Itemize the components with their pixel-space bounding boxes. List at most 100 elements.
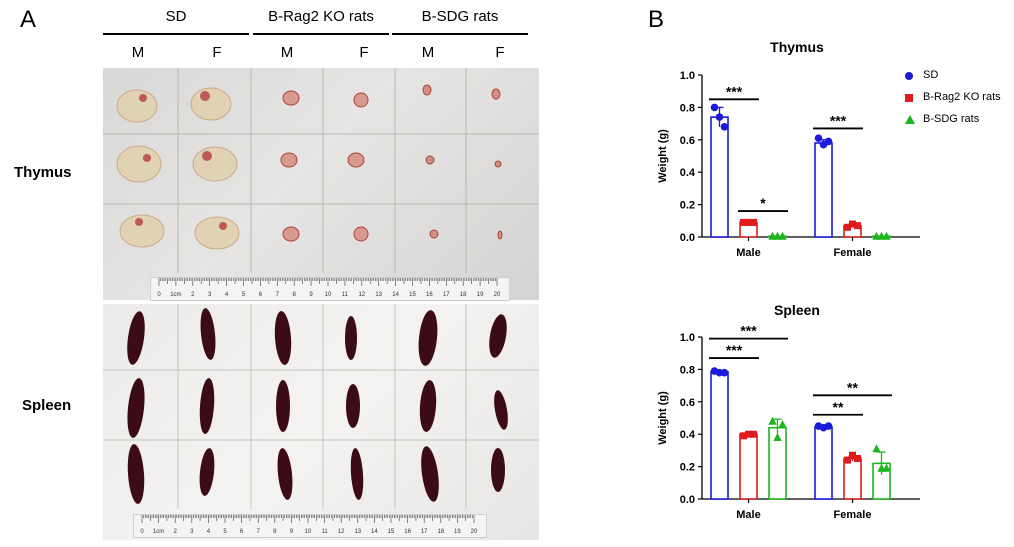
bar xyxy=(739,433,758,500)
ruler-label: 0 xyxy=(140,529,144,535)
data-point xyxy=(740,218,747,226)
ruler-label: 13 xyxy=(375,292,382,298)
ruler-label: 20 xyxy=(471,529,478,535)
data-point xyxy=(745,218,752,226)
data-point xyxy=(882,231,891,240)
data-point xyxy=(778,231,787,240)
ruler-label: 9 xyxy=(309,292,313,298)
ruler-label: 3 xyxy=(208,292,212,298)
ruler-label: 19 xyxy=(477,292,484,298)
data-point xyxy=(745,430,752,438)
group-underline-sd xyxy=(103,33,249,35)
ruler-label: 8 xyxy=(273,529,277,535)
legend: SD B-Rag2 KO rats B-SDG rats xyxy=(905,68,1010,134)
ruler-label: 5 xyxy=(223,529,227,535)
x-tick-label: Male xyxy=(736,247,760,259)
ruler-label: 13 xyxy=(354,529,361,535)
legend-item: B-SDG rats xyxy=(905,112,1010,134)
legend-label: B-SDG rats xyxy=(923,113,980,125)
y-tick-label: 0.4 xyxy=(680,429,696,441)
data-point xyxy=(824,137,833,146)
row-label-spleen: Spleen xyxy=(22,397,72,414)
significance-label: * xyxy=(760,195,766,211)
ruler-label: 6 xyxy=(240,529,244,535)
ruler-label: 2 xyxy=(191,292,195,298)
data-point xyxy=(882,463,891,472)
group-label-sd: SD xyxy=(165,8,187,25)
ruler-label: 18 xyxy=(460,292,467,298)
significance-label: *** xyxy=(740,323,757,339)
data-point xyxy=(768,416,777,425)
legend-square-icon xyxy=(905,94,913,102)
chart-spleen: Spleen 0.0 0.2 0.4 0.6 0.8 1.0 Weight (g) Male Fe… xyxy=(657,302,920,521)
y-tick-label: 0.6 xyxy=(680,135,695,147)
x-tick-label: Female xyxy=(834,509,872,521)
ruler-label: 11 xyxy=(321,529,328,535)
significance-label: ** xyxy=(847,379,858,395)
ruler-label: 8 xyxy=(293,292,297,298)
ruler-label: 15 xyxy=(409,292,416,298)
ruler-label: 10 xyxy=(305,529,312,535)
data-point xyxy=(710,103,719,112)
bar xyxy=(710,116,729,238)
data-point xyxy=(849,220,856,228)
y-tick-label: 0.0 xyxy=(680,232,695,244)
group-label-sdg: B-SDG rats xyxy=(421,8,499,25)
legend-triangle-icon xyxy=(905,115,915,124)
ruler-label: 7 xyxy=(257,529,261,535)
ruler-label: 19 xyxy=(454,529,461,535)
spleen-photo-drawing xyxy=(103,304,539,509)
data-point xyxy=(720,368,729,377)
group-label-rag2: B-Rag2 KO rats xyxy=(268,8,374,25)
ruler-label: 1cm xyxy=(170,292,181,298)
ruler-label: 17 xyxy=(443,292,450,298)
ruler-label: 10 xyxy=(325,292,332,298)
ruler-label: 14 xyxy=(371,529,378,535)
significance-label: *** xyxy=(726,83,743,99)
legend-label: SD xyxy=(923,69,939,81)
data-point xyxy=(750,430,757,438)
ruler-label: 12 xyxy=(338,529,345,535)
ruler-label: 4 xyxy=(207,529,211,535)
ruler-label: 20 xyxy=(494,292,501,298)
spleen-photo xyxy=(103,304,539,540)
ruler-label: 16 xyxy=(404,529,411,535)
data-point xyxy=(720,123,729,131)
ruler-label: 14 xyxy=(392,292,399,298)
panel-b-letter: B xyxy=(648,6,665,33)
y-tick-label: 1.0 xyxy=(680,332,695,344)
sex-label: M xyxy=(280,44,294,61)
significance-label: *** xyxy=(830,112,847,128)
ruler-label: 2 xyxy=(174,529,178,535)
bar xyxy=(814,426,833,500)
group-underline-sdg xyxy=(392,33,528,35)
thymus-photo xyxy=(103,68,539,300)
data-point xyxy=(844,456,851,464)
bar xyxy=(814,142,833,238)
bar xyxy=(710,371,729,500)
y-tick-label: 0.4 xyxy=(680,167,696,179)
sex-label: F xyxy=(212,44,222,61)
y-tick-label: 0.6 xyxy=(680,397,695,409)
data-point xyxy=(854,455,861,462)
data-point xyxy=(750,218,757,226)
data-point xyxy=(740,432,747,440)
chart-title: Spleen xyxy=(774,302,820,318)
y-tick-label: 0.8 xyxy=(680,102,695,114)
row-label-thymus: Thymus xyxy=(14,164,72,181)
ruler-label: 6 xyxy=(259,292,263,298)
ruler-label: 9 xyxy=(290,529,294,535)
ruler-label: 11 xyxy=(342,292,349,298)
ruler-label: 4 xyxy=(225,292,229,298)
y-axis-label: Weight (g) xyxy=(657,391,669,445)
group-underline-rag2 xyxy=(253,33,389,35)
legend-circle-icon xyxy=(905,72,913,80)
sex-label: M xyxy=(421,44,435,61)
data-point xyxy=(872,444,881,453)
y-tick-label: 1.0 xyxy=(680,70,695,82)
ruler-label: 0 xyxy=(157,292,161,298)
ruler-label: 17 xyxy=(421,529,428,535)
sex-label: M xyxy=(131,44,145,61)
thymus-ruler-ticks: 0 1cm 2 3 4 5 6 7 8 9 10 11 12 13 14 15 16 17 18 19 20 xyxy=(157,278,501,298)
ruler-label: 12 xyxy=(358,292,365,298)
